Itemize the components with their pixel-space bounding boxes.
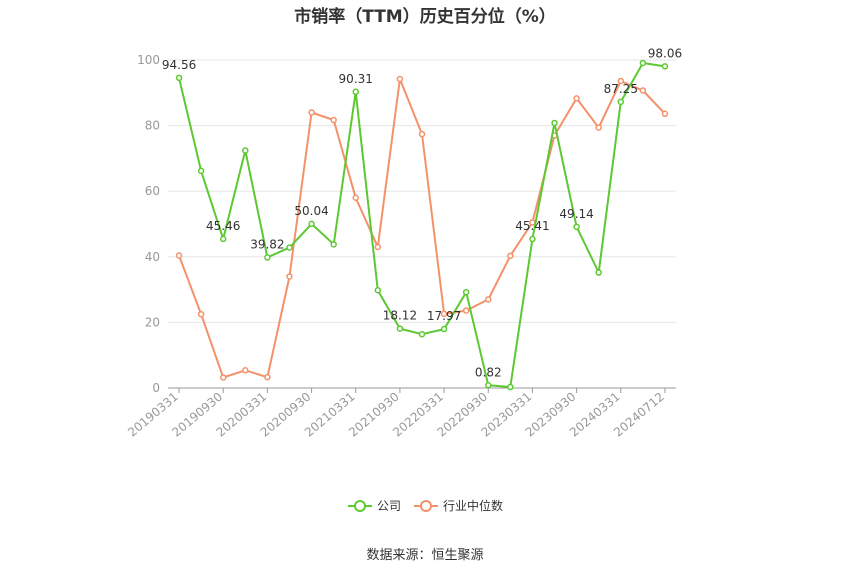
- data-point: [418, 330, 426, 338]
- series-line-0: [178, 62, 666, 388]
- data-point: [462, 307, 470, 314]
- legend-label: 行业中位数: [443, 498, 503, 513]
- data-point: [242, 367, 249, 374]
- data-point: [219, 235, 227, 243]
- x-axis: 2019033120190930202003312020093020210331…: [125, 387, 676, 440]
- data-label: 0.82: [475, 365, 502, 379]
- legend-swatch-marker: [354, 500, 366, 512]
- y-tick-label: 60: [145, 184, 160, 198]
- data-point: [374, 243, 382, 251]
- y-tick-label: 20: [145, 315, 160, 329]
- data-point: [396, 75, 404, 83]
- data-point: [330, 241, 337, 248]
- data-point: [485, 296, 492, 303]
- data-point: [197, 167, 205, 175]
- y-tick-label: 40: [145, 250, 160, 264]
- data-point: [440, 325, 448, 333]
- data-label: 18.12: [383, 309, 417, 323]
- legend[interactable]: 公司 行业中位数: [348, 498, 503, 513]
- grid-lines: [168, 59, 676, 389]
- data-label: 87.25: [604, 82, 638, 96]
- data-point: [573, 223, 580, 231]
- data-point: [352, 194, 359, 202]
- y-tick-label: 80: [145, 119, 160, 133]
- data-label: 50.04: [294, 204, 328, 218]
- data-point: [507, 383, 514, 391]
- data-point: [264, 373, 271, 381]
- y-tick-label: 0: [152, 381, 160, 395]
- data-point: [617, 77, 625, 85]
- legend-item-0[interactable]: 公司: [348, 499, 401, 513]
- data-point: [529, 235, 536, 243]
- data-point: [308, 109, 315, 116]
- data-point: [507, 252, 514, 260]
- data-point: [175, 252, 183, 259]
- data-point: [639, 59, 647, 67]
- data-point: [264, 254, 271, 261]
- data-point: [219, 374, 227, 381]
- data-point: [639, 87, 647, 94]
- data-point: [462, 288, 470, 296]
- data-label: 17.97: [427, 309, 461, 323]
- data-point: [595, 124, 602, 131]
- data-point: [308, 220, 315, 228]
- data-point: [485, 382, 492, 389]
- data-labels-layer: 94.56 45.46 39.82 50.04 90.31 18.12 17.97 0.82 4…: [162, 46, 682, 379]
- data-point: [573, 95, 580, 102]
- data-point: [418, 130, 426, 138]
- legend-swatch-marker: [420, 500, 432, 512]
- legend-label: 公司: [377, 499, 401, 513]
- data-label: 49.14: [559, 207, 593, 221]
- data-label: 90.31: [339, 72, 373, 86]
- data-point: [440, 310, 448, 318]
- data-point: [396, 325, 404, 332]
- legend-item-1[interactable]: 行业中位数: [414, 498, 503, 513]
- data-point: [617, 98, 625, 106]
- source-note: 数据来源：恒生聚源: [366, 548, 483, 563]
- data-label: 45.41: [515, 219, 549, 233]
- y-tick-label: 100: [137, 53, 160, 67]
- data-point: [242, 147, 249, 154]
- data-label: 94.56: [162, 58, 196, 72]
- data-label: 45.46: [206, 219, 240, 233]
- series-layer: [175, 59, 669, 391]
- data-point: [661, 63, 669, 70]
- data-point: [551, 119, 558, 127]
- data-point: [197, 310, 205, 318]
- data-point: [352, 88, 359, 96]
- data-label: 98.06: [648, 46, 682, 60]
- data-point: [286, 273, 293, 280]
- data-point: [286, 244, 293, 251]
- data-point: [175, 74, 183, 82]
- data-point: [595, 269, 602, 276]
- data-point: [330, 116, 337, 124]
- y-axis-ticks: 0 20 40 60 80 100: [137, 53, 160, 395]
- data-point: [661, 110, 669, 118]
- chart-title: 市销率（TTM）历史百分位（%）: [294, 6, 556, 27]
- data-label: 39.82: [250, 237, 284, 251]
- data-point: [374, 287, 382, 294]
